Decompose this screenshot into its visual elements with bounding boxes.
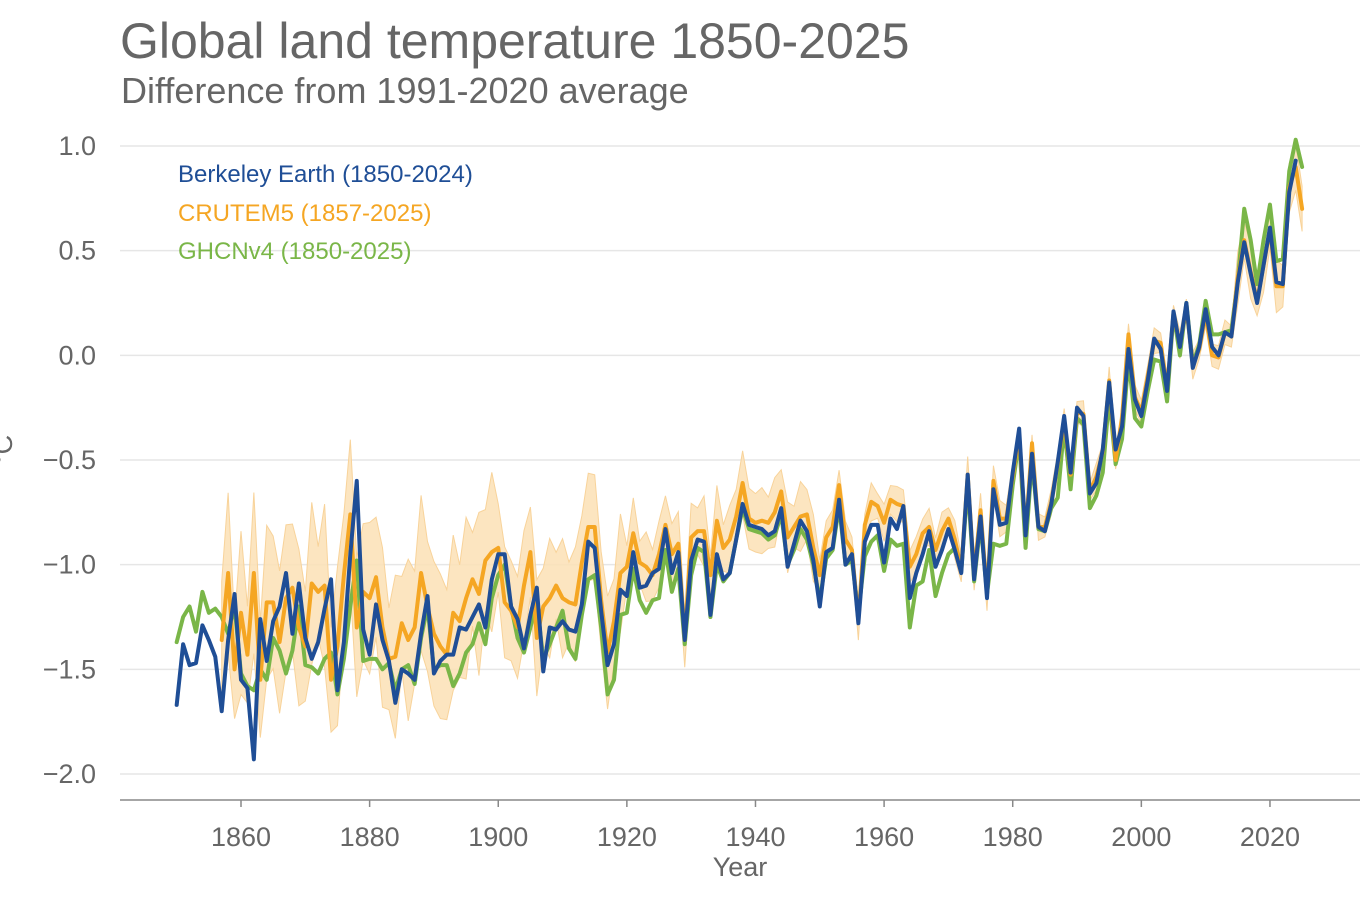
x-tick-label: 1940 [725, 822, 785, 852]
y-tick-label: −1.0 [43, 550, 96, 580]
y-tick-label: −2.0 [43, 759, 96, 789]
y-tick-label: −0.5 [43, 445, 96, 475]
y-tick-label: 0.5 [58, 236, 96, 266]
legend-item-crutem: CRUTEM5 (1857-2025) [178, 199, 432, 227]
y-axis-label: °C [0, 435, 18, 465]
legend: Berkeley Earth (1850-2024) CRUTEM5 (1857… [178, 156, 473, 272]
y-tick-label: 0.0 [58, 340, 96, 370]
x-tick-label: 1900 [468, 822, 528, 852]
x-tick-label: 1960 [854, 822, 914, 852]
chart-subtitle: Difference from 1991-2020 average [121, 70, 689, 111]
series-lines [174, 137, 1305, 762]
x-tick-label: 1860 [211, 822, 271, 852]
y-tick-label: −1.5 [43, 654, 96, 684]
x-tick-label: 1920 [597, 822, 657, 852]
legend-item-ghcn: GHCNv4 (1850-2025) [178, 238, 412, 265]
axes: 1.0 0.5 0.0 −0.5 −1.0 −1.5 −2.0 1860 1880 1900 192… [43, 131, 1360, 852]
x-tick-label: 2020 [1240, 822, 1300, 852]
chart-title: Global land temperature 1850-2025 [120, 13, 910, 69]
series-line-berkeley [174, 158, 1298, 762]
x-tick-label: 1880 [340, 822, 400, 852]
x-axis-label: Year [713, 852, 768, 882]
x-tick-label: 2000 [1111, 822, 1171, 852]
legend-item-berkeley: Berkeley Earth (1850-2024) [178, 161, 473, 188]
y-tick-label: 1.0 [58, 131, 96, 161]
x-tick-label: 1980 [983, 822, 1043, 852]
